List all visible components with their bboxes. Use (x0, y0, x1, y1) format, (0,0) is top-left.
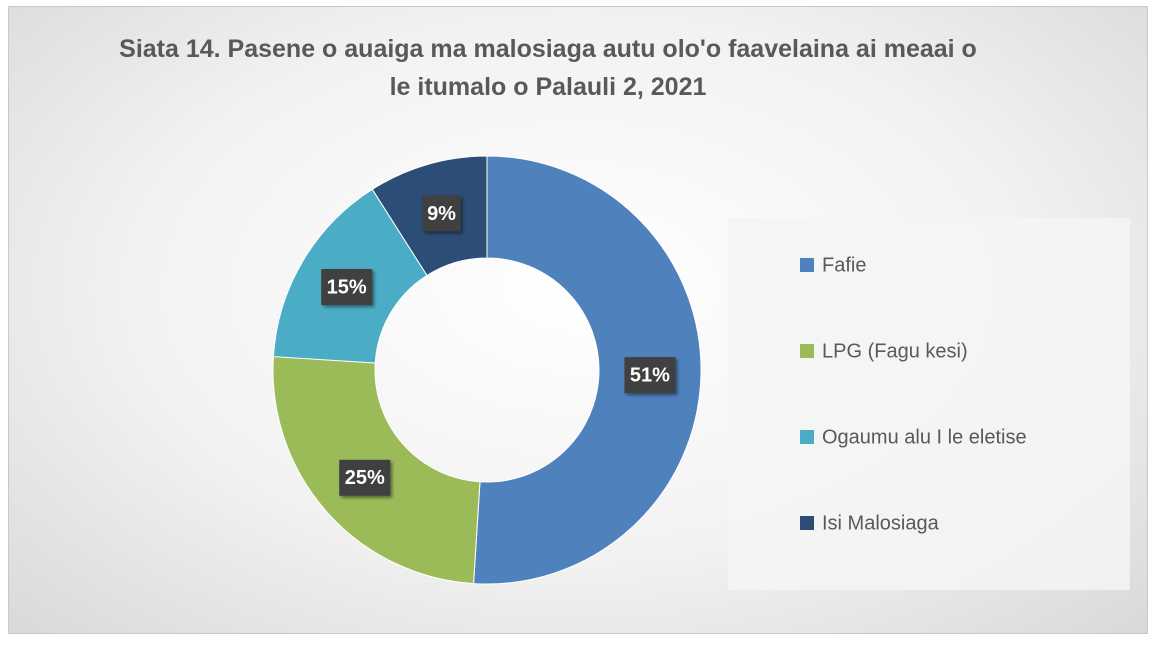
chart-title: Siata 14. Pasene o auaiga ma malosiaga a… (119, 35, 977, 101)
data-label-box (624, 357, 676, 394)
legend-box (728, 218, 1130, 590)
data-label-box (422, 195, 461, 232)
legend-swatch (800, 344, 814, 358)
data-label-box (339, 459, 391, 496)
donut-slice (473, 155, 702, 585)
legend-swatch (800, 258, 814, 272)
legend-label: Isi Malosiaga (822, 512, 940, 534)
legend-swatch (800, 430, 814, 444)
legend-label: LPG (Fagu kesi) (822, 340, 968, 362)
data-label-box (321, 269, 373, 306)
data-label: 9% (427, 203, 456, 225)
data-label: 15% (327, 276, 367, 298)
data-label: 51% (630, 364, 670, 386)
legend-label: Fafie (822, 254, 866, 276)
legend-label: Ogaumu alu I le eletise (822, 426, 1027, 448)
data-label: 25% (345, 467, 385, 489)
legend-swatch (800, 516, 814, 530)
